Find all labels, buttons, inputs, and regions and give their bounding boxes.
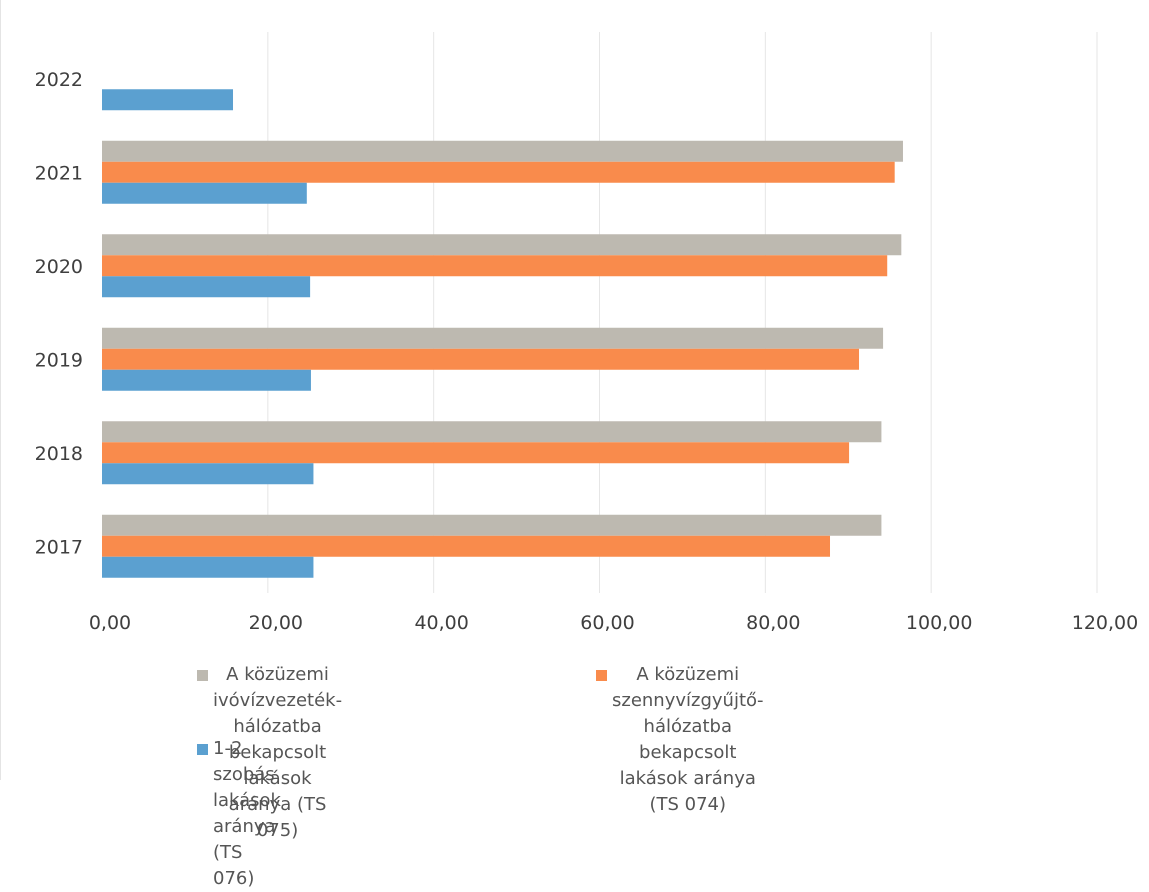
legend-swatch-water bbox=[197, 670, 208, 681]
bar bbox=[102, 140, 903, 162]
category-labels: 2022 2021 2020 2019 2018 2017 bbox=[35, 69, 83, 559]
x-tick-label: 60,00 bbox=[580, 612, 634, 634]
x-tick-label: 100,00 bbox=[906, 612, 972, 634]
x-tick-label: 0,00 bbox=[89, 612, 131, 634]
bar bbox=[102, 463, 314, 485]
category-label: 2020 bbox=[35, 256, 83, 278]
x-tick-label: 40,00 bbox=[414, 612, 468, 634]
bar bbox=[102, 89, 234, 111]
legend-swatch-sewer bbox=[596, 670, 607, 681]
bar bbox=[102, 327, 884, 349]
category-label: 2022 bbox=[35, 69, 83, 91]
bar bbox=[102, 161, 895, 183]
x-tick-label: 20,00 bbox=[249, 612, 303, 634]
bar bbox=[102, 276, 311, 298]
bar bbox=[102, 514, 882, 536]
bar bbox=[102, 556, 314, 578]
category-label: 2017 bbox=[35, 536, 83, 558]
legend-label-sewer: A közüzemi szennyvízgyűjtő-hálózatba bek… bbox=[612, 664, 764, 815]
bar bbox=[102, 234, 902, 256]
bar bbox=[102, 369, 311, 391]
category-label: 2018 bbox=[35, 443, 83, 465]
gridlines bbox=[267, 32, 1098, 593]
x-tick-labels: 0,00 20,00 40,00 60,00 80,00 100,00 120,00 bbox=[89, 612, 1138, 634]
bar bbox=[102, 442, 850, 464]
legend-item-rooms: 1-2 szobás lakások aránya (TS 076) bbox=[197, 736, 281, 892]
bar bbox=[102, 535, 831, 557]
bar-chart: 2022 2021 2020 2019 2018 2017 0,00 20,00 40,00 6… bbox=[35, 32, 1138, 634]
category-label: 2021 bbox=[35, 162, 83, 184]
bars bbox=[102, 89, 903, 578]
legend-label-rooms: 1-2 szobás lakások aránya (TS 076) bbox=[213, 738, 281, 889]
legend-item-sewer: A közüzemi szennyvízgyűjtő-hálózatba bek… bbox=[596, 662, 764, 818]
x-tick-label: 120,00 bbox=[1072, 612, 1138, 634]
bar bbox=[102, 421, 882, 443]
category-label: 2019 bbox=[35, 349, 83, 371]
bar bbox=[102, 182, 307, 204]
x-tick-label: 80,00 bbox=[746, 612, 800, 634]
legend-swatch-rooms bbox=[197, 744, 208, 755]
bar bbox=[102, 348, 860, 370]
bar bbox=[102, 255, 888, 277]
